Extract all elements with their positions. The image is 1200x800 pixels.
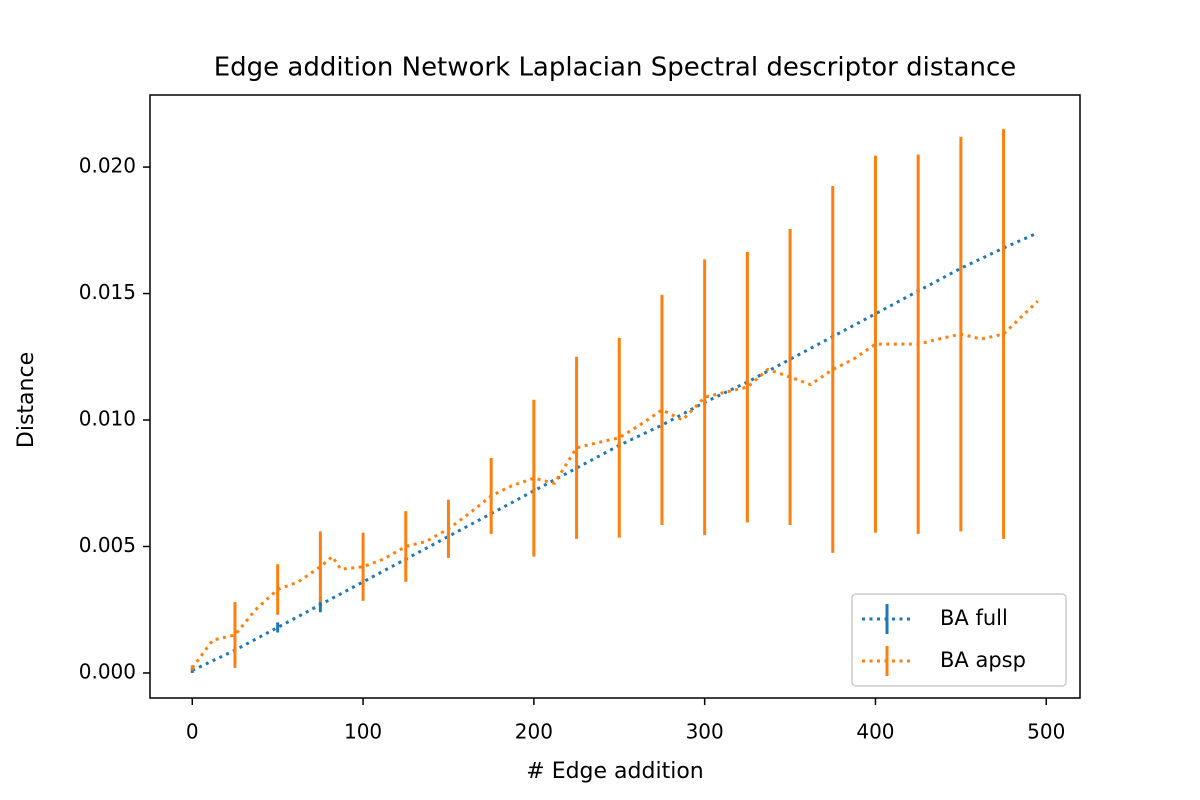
x-tick-label: 500: [1027, 720, 1065, 744]
x-tick-label: 400: [856, 720, 894, 744]
y-tick-label: 0.015: [79, 280, 136, 304]
x-tick-label: 200: [515, 720, 553, 744]
y-tick-label: 0.020: [79, 154, 136, 178]
y-tick-label: 0.005: [79, 533, 136, 557]
x-axis-label: # Edge addition: [526, 759, 703, 784]
x-tick-label: 100: [344, 720, 382, 744]
y-tick-label: 0.010: [79, 407, 136, 431]
x-tick-label: 300: [686, 720, 724, 744]
legend-label: BA apsp: [940, 648, 1026, 672]
plot-frame: [149, 94, 1081, 699]
x-tick-label: 0: [186, 720, 199, 744]
legend-box: [851, 593, 1067, 687]
chart-title: Edge addition Network Laplacian Spectral…: [214, 53, 1017, 83]
y-axis-label: Distance: [14, 352, 39, 448]
legend-label: BA full: [940, 606, 1008, 630]
y-tick-label: 0.000: [79, 659, 136, 683]
